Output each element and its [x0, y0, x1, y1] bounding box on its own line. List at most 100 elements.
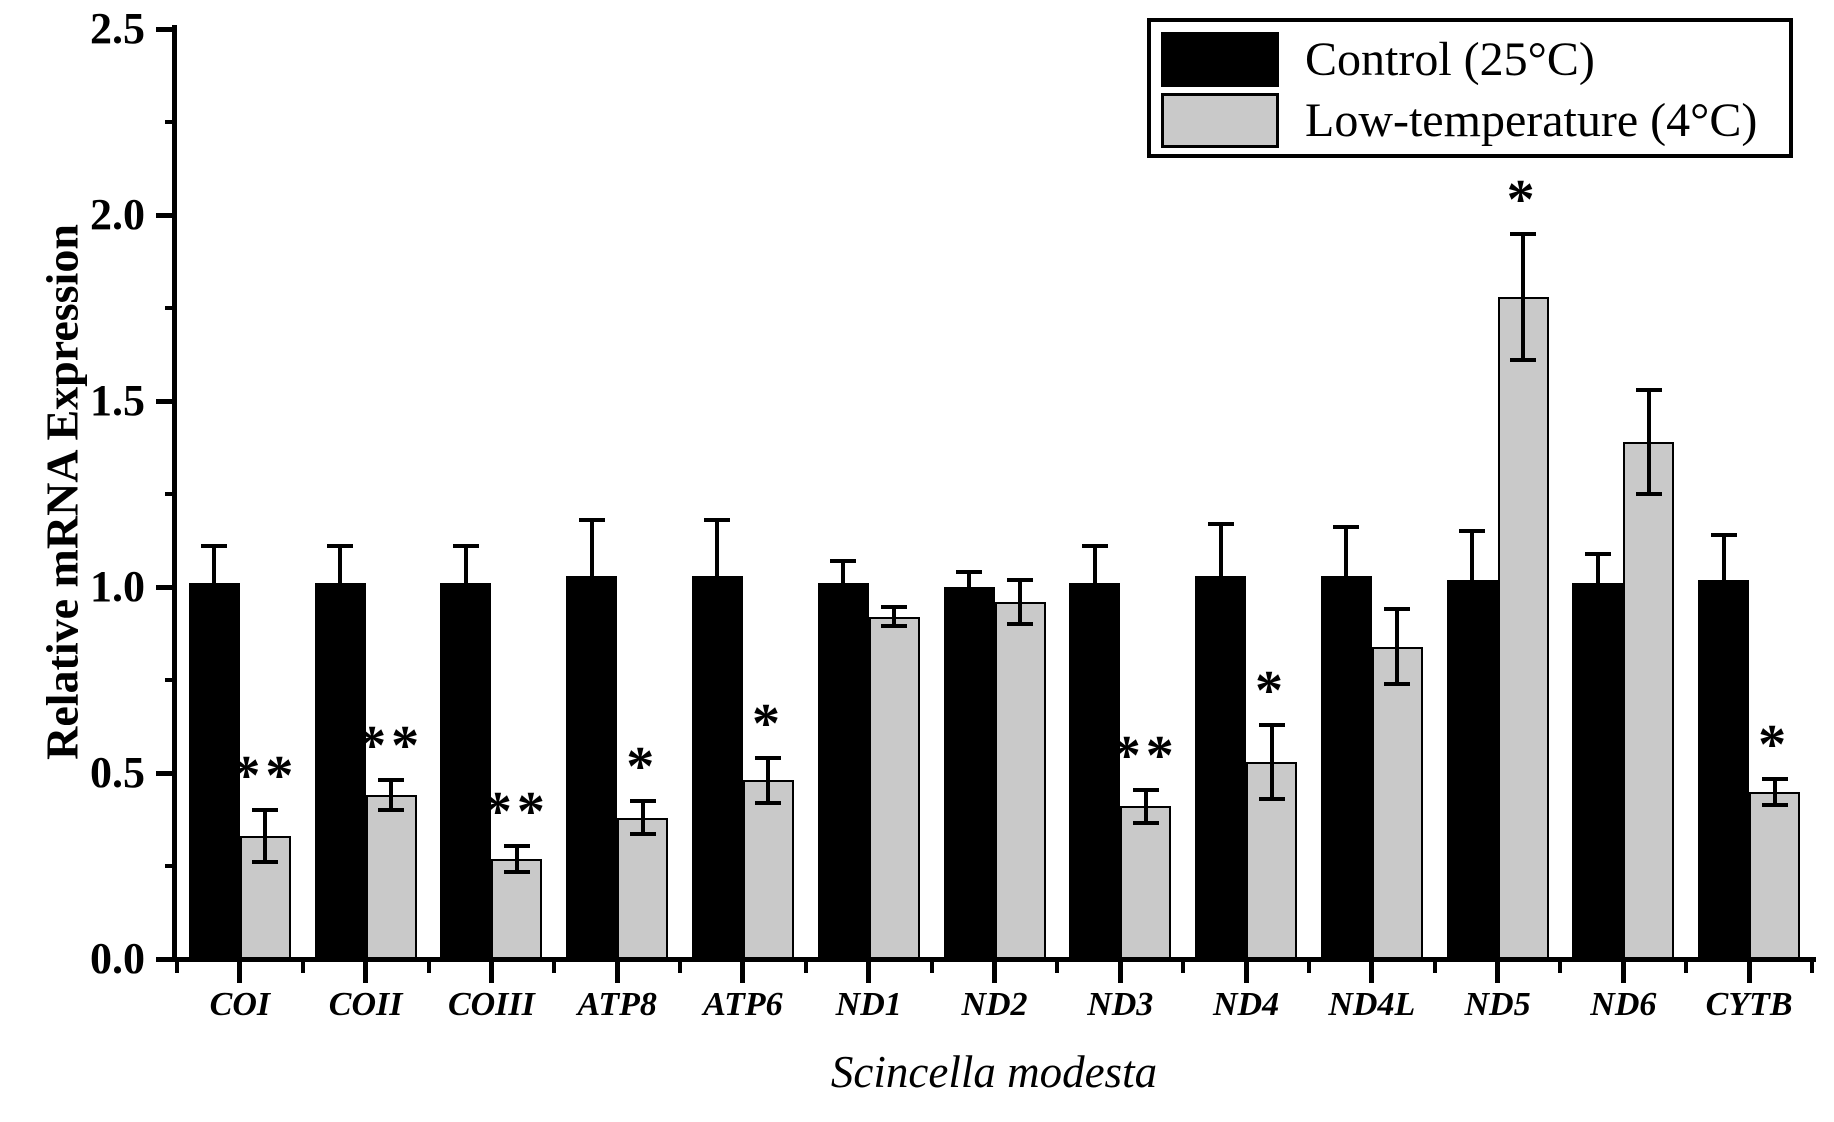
error-bar-stem-control [589, 520, 594, 584]
x-axis-category-label: ND5 [1464, 986, 1531, 1023]
x-axis-major-tick [1369, 962, 1375, 983]
error-bar-cap-low-temperature [755, 800, 782, 805]
error-bar-stem-low-temperature [1646, 389, 1651, 494]
bar-low-temperature [617, 817, 669, 959]
x-axis-category-label: ND3 [1087, 986, 1154, 1023]
significance-marker: * [1506, 168, 1540, 231]
error-bar-cap-control [1459, 529, 1486, 534]
y-axis-major-tick [156, 398, 177, 404]
error-bar-stem-control [1092, 546, 1097, 592]
bar-control [1069, 583, 1121, 959]
error-bar-cap-low-temperature [1007, 622, 1033, 627]
x-axis-minor-tick [1684, 962, 1689, 973]
error-bar-stem-control [463, 546, 468, 592]
bar-control [943, 587, 995, 959]
y-axis-tick-label: 0.5 [90, 748, 145, 797]
error-bar-cap-low-temperature [1384, 681, 1411, 686]
x-axis-major-tick [488, 962, 494, 983]
error-bar-cap-control [1207, 521, 1234, 526]
error-bar-stem-low-temperature [1772, 778, 1777, 805]
x-axis-line [172, 957, 1816, 962]
bar-low-temperature [742, 780, 794, 959]
bar-control [1572, 583, 1624, 959]
significance-marker: * [1255, 659, 1289, 722]
error-bar-cap-control [1081, 544, 1108, 549]
error-bar-stem-low-temperature [1269, 724, 1274, 800]
bar-control [1446, 579, 1498, 959]
error-bar-cap-low-temperature [1761, 802, 1788, 807]
bar-low-temperature [868, 616, 920, 959]
significance-marker: * [1758, 713, 1792, 776]
x-axis-major-tick [1117, 962, 1123, 983]
error-bar-cap-low-temperature [1510, 231, 1537, 236]
x-axis-major-tick [1746, 962, 1752, 983]
error-bar-stem-low-temperature [1395, 609, 1400, 684]
error-bar-cap-control [956, 570, 982, 575]
x-axis-minor-tick [1306, 962, 1311, 973]
error-bar-cap-low-temperature [378, 778, 405, 783]
x-axis-major-tick [1243, 962, 1249, 983]
bar-low-temperature [1371, 646, 1423, 959]
x-axis-major-tick [740, 962, 746, 983]
significance-marker: ** [1112, 724, 1179, 787]
x-axis-major-tick [992, 962, 997, 983]
legend-swatch-low-temperature [1161, 93, 1279, 148]
x-axis-category-label: ND1 [835, 986, 902, 1023]
x-axis-minor-tick [929, 962, 934, 973]
legend-item-control: Control (25°C) [1161, 29, 1789, 90]
x-axis-major-tick [866, 962, 872, 983]
x-axis-minor-tick [426, 962, 431, 973]
legend-label-low-temperature: Low-temperature (4°C) [1305, 93, 1758, 147]
error-bar-cap-control [704, 518, 731, 523]
x-axis-category-label: COI [209, 986, 271, 1023]
error-bar-cap-low-temperature [503, 869, 530, 874]
error-bar-cap-control [201, 544, 228, 549]
error-bar-stem-low-temperature [263, 810, 268, 863]
error-bar-cap-control [830, 558, 857, 563]
x-axis-minor-tick [1181, 962, 1186, 973]
legend-label-control: Control (25°C) [1305, 32, 1595, 86]
bar-low-temperature [491, 858, 543, 959]
y-axis-minor-tick [165, 492, 177, 496]
error-bar-cap-low-temperature [1761, 776, 1788, 781]
error-bar-cap-low-temperature [629, 832, 656, 837]
error-bar-stem-low-temperature [514, 845, 519, 872]
x-axis-major-tick [237, 962, 243, 983]
x-axis-major-tick [1495, 962, 1501, 983]
bar-low-temperature [994, 601, 1046, 959]
x-axis-category-label: ND6 [1590, 986, 1657, 1023]
error-bar-cap-low-temperature [629, 798, 656, 803]
y-axis-major-tick [156, 584, 177, 590]
error-bar-cap-low-temperature [1635, 387, 1662, 392]
x-axis-category-label: CYTB [1705, 986, 1793, 1023]
error-bar-stem-low-temperature [1143, 789, 1148, 824]
bar-control [1195, 575, 1247, 959]
bar-low-temperature [1120, 806, 1172, 959]
bar-control [691, 575, 743, 959]
error-bar-cap-low-temperature [755, 756, 782, 761]
error-bar-stem-low-temperature [1018, 579, 1022, 625]
bar-low-temperature [1749, 791, 1801, 959]
x-axis-category-label: ND4L [1328, 986, 1416, 1023]
significance-marker: ** [483, 780, 550, 843]
x-axis-major-tick [1620, 962, 1626, 983]
error-bar-stem-control [1721, 534, 1726, 588]
error-bar-stem-low-temperature [1521, 233, 1526, 361]
error-bar-cap-low-temperature [1635, 492, 1662, 496]
significance-marker: * [751, 693, 785, 756]
error-bar-cap-low-temperature [881, 624, 908, 629]
bar-low-temperature [239, 836, 291, 959]
y-axis-tick-label: 2.5 [90, 4, 145, 53]
x-axis-minor-tick [552, 962, 557, 973]
x-axis-major-tick [614, 962, 620, 983]
y-axis-minor-tick [165, 306, 177, 310]
legend-item-low-temperature: Low-temperature (4°C) [1161, 90, 1789, 151]
y-axis-minor-tick [165, 678, 177, 682]
y-axis-minor-tick [165, 120, 177, 124]
error-bar-cap-low-temperature [378, 808, 405, 813]
error-bar-cap-low-temperature [1384, 607, 1411, 612]
significance-marker: ** [358, 715, 425, 778]
error-bar-cap-control [1584, 551, 1611, 556]
bar-control [817, 583, 869, 959]
